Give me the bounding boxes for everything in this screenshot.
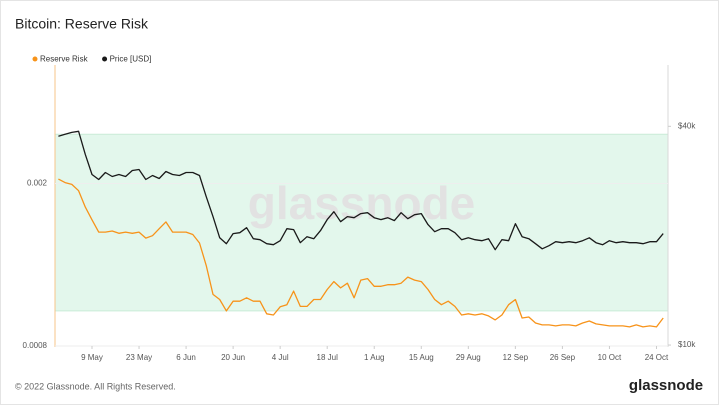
footer: © 2022 Glassnode. All Rights Reserved. (15, 381, 176, 391)
logo: glassnode (629, 377, 703, 394)
x-tick-label: 18 Jul (317, 353, 339, 362)
x-tick-label: 1 Aug (364, 353, 384, 362)
x-tick-label: 24 Oct (645, 353, 669, 362)
x-tick-label: 29 Aug (456, 353, 481, 362)
line-series (58, 178, 664, 328)
x-tick-label: 23 May (126, 353, 152, 362)
y-tick-label: 0.0008 (23, 341, 48, 350)
logo-box (622, 376, 710, 396)
x-tick-label: 15 Aug (409, 353, 434, 362)
legend-label: Price [USD] (110, 55, 152, 64)
x-tick-label: 20 Jun (221, 353, 245, 362)
x-tick-label: 12 Sep (503, 353, 529, 362)
band (55, 134, 668, 311)
x-tick-label: 4 Jul (272, 353, 289, 362)
plot-area: glassnode 0.0008 0.002 $40k $10k 9 May 23 May 6… (23, 55, 697, 363)
watermark: glassnode (248, 177, 476, 229)
legend-marker (102, 56, 108, 62)
y2-tick-label: $40k (678, 121, 696, 130)
x-tick-label: 10 Oct (598, 353, 622, 362)
legend-marker (32, 56, 38, 62)
x-tick-label: 26 Sep (550, 353, 576, 362)
y-tick-label: 0.002 (27, 179, 48, 188)
line-series (58, 130, 664, 251)
x-tick-label: 6 Jun (176, 353, 196, 362)
x-tick-label: 9 May (81, 353, 103, 362)
y2-tick-label: $10k (678, 340, 696, 349)
legend-label: Reserve Risk (40, 55, 89, 64)
chart-title: Bitcoin: Reserve Risk (15, 16, 149, 32)
